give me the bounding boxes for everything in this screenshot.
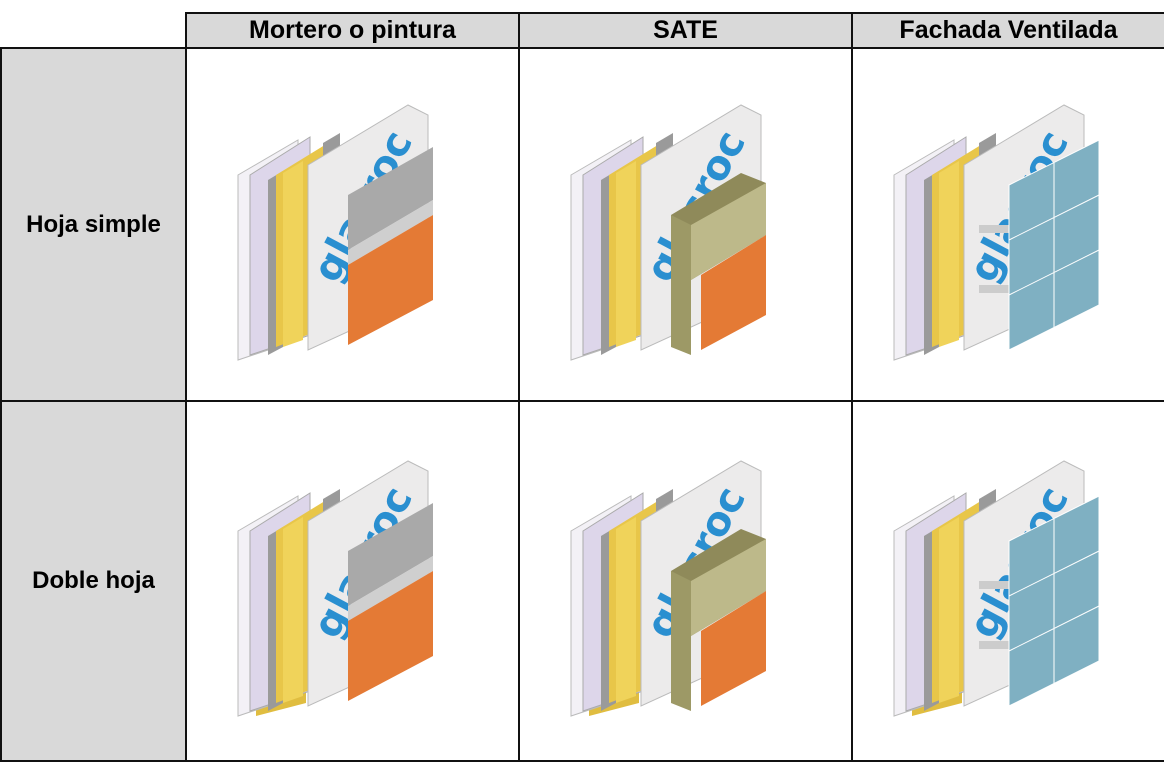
- illustration-cell: [851, 400, 1164, 762]
- illustration-cell: [185, 400, 520, 762]
- illustration: [893, 460, 1099, 717]
- column-header: Mortero o pintura: [185, 12, 520, 49]
- row-header: Doble hoja: [0, 400, 187, 762]
- illustration-cell: [518, 47, 853, 402]
- illustration: [237, 460, 433, 717]
- illustration: [570, 104, 766, 360]
- illustration: [570, 460, 766, 717]
- row-header: Hoja simple: [0, 47, 187, 402]
- column-header: Fachada Ventilada: [851, 12, 1164, 49]
- illustration-cell: [518, 400, 853, 762]
- illustration-cell: [185, 47, 520, 402]
- column-header: SATE: [518, 12, 853, 49]
- illustration-cell: [851, 47, 1164, 402]
- illustration: [237, 104, 433, 360]
- illustration: [893, 104, 1099, 360]
